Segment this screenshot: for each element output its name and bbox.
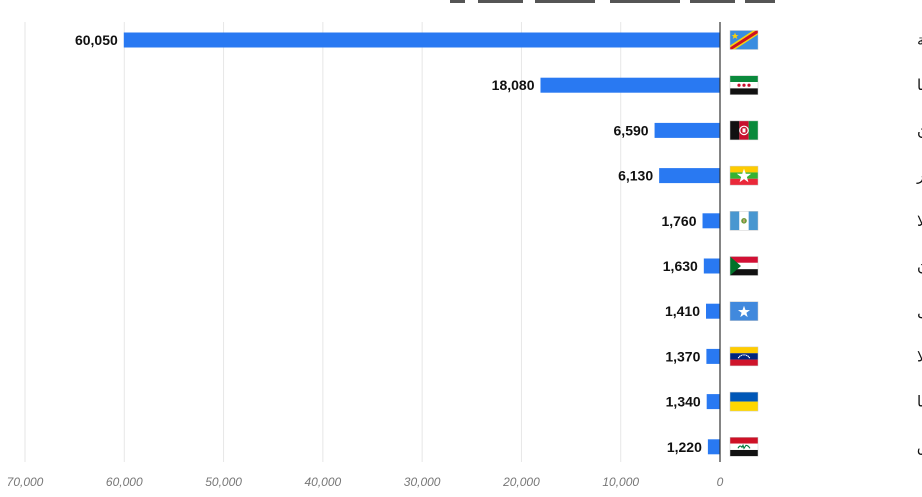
category-label: الكونغو الديمقراطية <box>917 31 922 49</box>
x-tick-label: 10,000 <box>602 475 639 489</box>
bar <box>123 32 720 48</box>
x-tick-label: 70,000 <box>7 475 44 489</box>
bar <box>706 394 720 410</box>
sudan-flag-icon <box>729 256 759 276</box>
category-label: أوكرانيا <box>917 392 922 411</box>
bar-value-label: 1,370 <box>665 348 700 364</box>
myanmar-flag-icon <box>729 165 759 186</box>
value-labels: 60,050 18,080 6,590 6,130 1,760 1,630 1,410 1,3… <box>75 32 702 455</box>
category-label: السودان <box>917 257 922 275</box>
category-label: العراق <box>917 438 922 456</box>
bar-value-label: 60,050 <box>75 32 118 48</box>
syria-flag-icon <box>729 75 759 95</box>
category-label: ميانمار <box>916 167 922 185</box>
bar <box>702 213 720 229</box>
category-label: أفغانستان <box>917 120 922 139</box>
bar <box>707 439 720 455</box>
bar-value-label: 1,760 <box>661 213 696 229</box>
bar <box>540 77 720 93</box>
guatemala-flag-icon <box>729 211 759 231</box>
bar-value-label: 1,630 <box>663 258 698 274</box>
drc-flag-icon <box>729 30 759 50</box>
x-tick-label: 30,000 <box>404 475 441 489</box>
category-label: فنزويلا <box>917 347 922 365</box>
bars <box>123 32 720 455</box>
x-tick-label: 50,000 <box>205 475 242 489</box>
bar-value-label: 6,130 <box>618 168 653 184</box>
bar-value-label: 1,340 <box>666 394 701 410</box>
bar-value-label: 6,590 <box>614 122 649 138</box>
bar-value-label: 1,220 <box>667 439 702 455</box>
bar-value-label: 18,080 <box>492 77 535 93</box>
top-clipped-text <box>450 0 775 3</box>
x-tick-label: 60,000 <box>106 475 143 489</box>
venezuela-flag-icon <box>729 346 759 367</box>
iraq-flag-icon <box>729 437 759 457</box>
bar-value-label: 1,410 <box>665 303 700 319</box>
somalia-flag-icon <box>729 301 759 321</box>
ukraine-flag-icon <box>729 391 759 412</box>
x-tick-labels: 70,000 60,000 50,000 40,000 30,000 20,000 10,0… <box>7 475 724 489</box>
bar <box>659 168 720 184</box>
x-tick-label: 40,000 <box>305 475 342 489</box>
x-tick-label: 0 <box>717 475 724 489</box>
category-label: سوريا <box>917 76 922 94</box>
category-label: الصومال <box>917 302 922 320</box>
category-labels: الكونغو الديمقراطية سوريا أفغانستان ميانمار… <box>916 31 922 456</box>
afghanistan-flag-icon <box>729 120 759 141</box>
bar <box>706 303 720 319</box>
gridlines <box>24 22 622 462</box>
bar <box>706 348 720 364</box>
category-label: غواتيمالا <box>917 212 922 230</box>
flags <box>729 30 759 457</box>
x-tick-label: 20,000 <box>502 475 540 489</box>
bar <box>654 122 720 138</box>
bar <box>703 258 720 274</box>
